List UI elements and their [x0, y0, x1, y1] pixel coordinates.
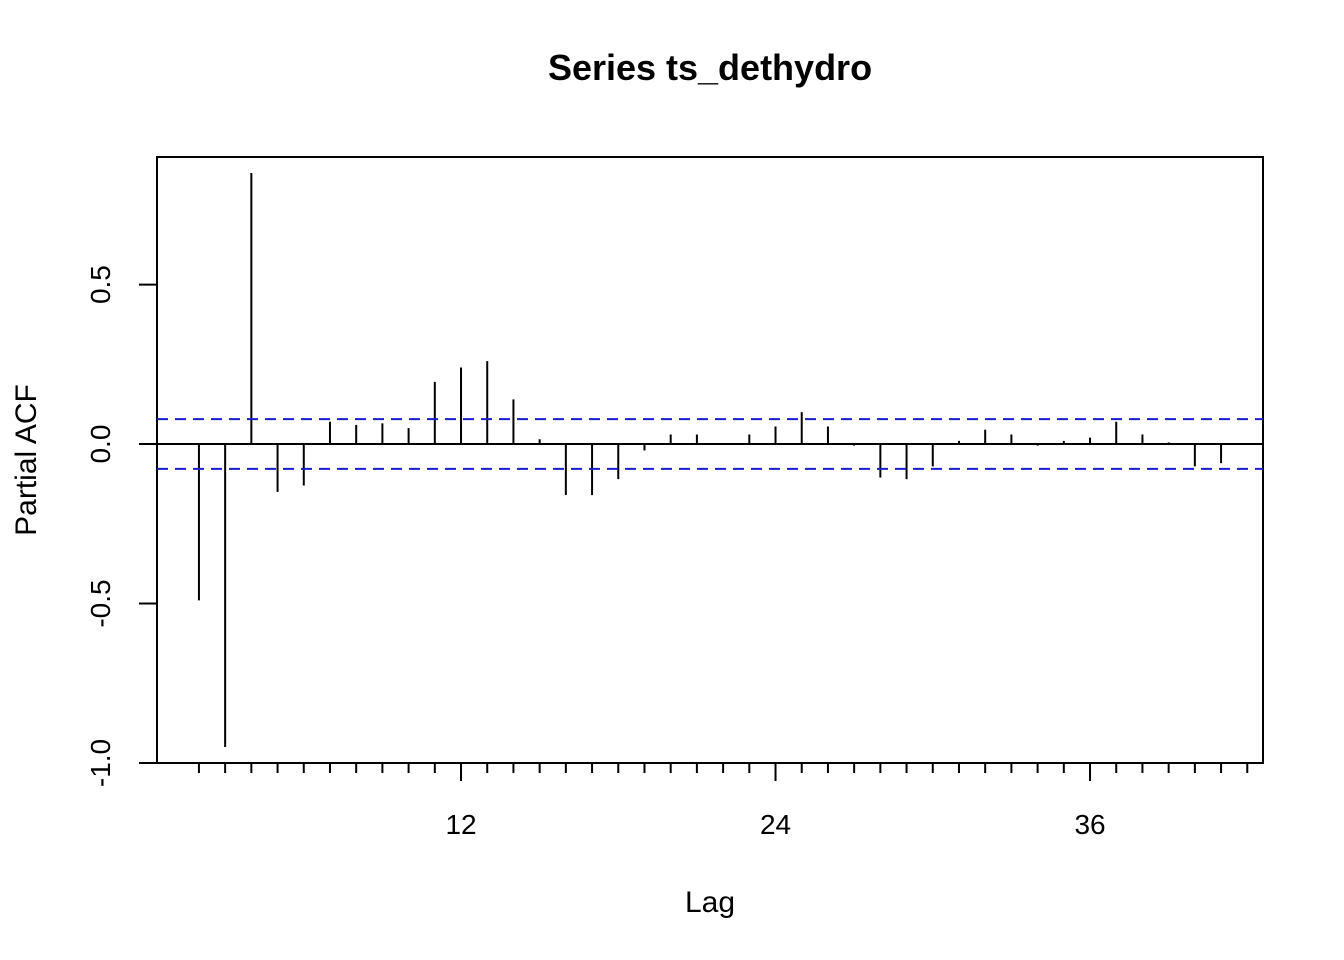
y-tick-label: -1.0 — [85, 739, 116, 787]
y-axis: -1.0 -0.5 0.0 0.5 — [85, 265, 158, 787]
confidence-bounds — [157, 418, 1263, 470]
y-tick-label: -0.5 — [85, 579, 116, 627]
x-tick-label: 24 — [760, 809, 791, 840]
chart-title: Series ts_dethydro — [548, 47, 872, 88]
plot-frame — [156, 156, 1264, 764]
pacf-bars — [157, 172, 1263, 748]
y-axis-label: Partial ACF — [10, 384, 43, 536]
x-axis: 12 24 36 — [197, 763, 1249, 840]
x-axis-label: Lag — [685, 886, 735, 919]
x-tick-label: 12 — [445, 809, 476, 840]
y-tick-label: 0.0 — [85, 425, 116, 464]
y-tick-label: 0.5 — [85, 265, 116, 304]
x-tick-label: 36 — [1074, 809, 1105, 840]
